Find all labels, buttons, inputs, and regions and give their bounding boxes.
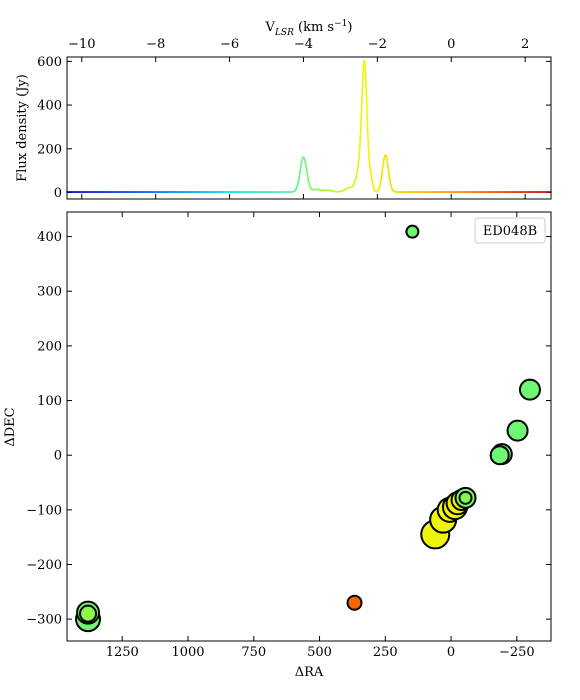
- map-x-tick-label: 250: [373, 645, 398, 660]
- legend-label: ED048B: [483, 224, 537, 239]
- spectrum-segment: [368, 158, 371, 168]
- spectrum-segment: [361, 67, 365, 84]
- spectrum-x-tick-label: −8: [146, 37, 165, 52]
- spectrum-segment: [358, 136, 362, 151]
- spectrum-segment: [367, 147, 371, 161]
- spectrum-ticks: −10 −8 −6 −4 −2 0 2 0 200 400 600: [37, 37, 551, 201]
- map-x-tick-label: 750: [241, 645, 266, 660]
- spectrum-x-tick-label: −2: [368, 37, 387, 52]
- spectrum-y-tick-label: 0: [54, 186, 62, 201]
- map-y-tick-label: 400: [37, 230, 62, 245]
- spectrum-x-tick-label: 0: [447, 37, 455, 52]
- maser-spot: [518, 378, 541, 401]
- spectrum-x-tick-label: −10: [68, 37, 95, 52]
- map-points: [75, 224, 541, 633]
- spectrum-segment: [359, 119, 362, 138]
- map-ticks: 1250 1000 750 500 250 0 −250 −300 −200 −100 0 100 20…: [26, 212, 551, 660]
- spectrum-y-tick-label: 200: [37, 142, 62, 157]
- map-x-tick-label: −250: [499, 645, 535, 660]
- spectrum-segment: [386, 163, 390, 171]
- map-x-axis-label: ΔRA: [295, 665, 324, 680]
- spectrum-x-tick-label: −4: [294, 37, 313, 52]
- map-y-tick-label: −100: [26, 503, 62, 518]
- map-y-tick-label: 100: [37, 394, 62, 409]
- spectrum-segment: [358, 148, 361, 160]
- spectrum-segment: [387, 168, 390, 176]
- spectrum-segment: [360, 101, 363, 122]
- spectrum-x-tick-label: −6: [220, 37, 239, 52]
- map-x-tick-label: 1250: [106, 645, 139, 660]
- spectrum-segment: [366, 110, 369, 133]
- legend: ED048B: [474, 217, 546, 244]
- spectrum-segment: [381, 163, 385, 171]
- spectrum-y-axis-label: Flux density (Jy): [15, 74, 30, 182]
- maser-spot: [79, 604, 98, 623]
- spectrum-segment: [386, 158, 389, 165]
- spectrum-line: [66, 59, 552, 193]
- spectrum-segment: [364, 71, 368, 92]
- map-panel: 1250 1000 750 500 250 0 −250 −300 −200 −100 0 100 20…: [3, 211, 552, 680]
- maser-spot: [346, 594, 363, 611]
- spectrum-segment: [388, 174, 391, 181]
- spectrum-segment: [356, 164, 359, 172]
- spectrum-segment: [380, 168, 384, 176]
- maser-spot: [458, 490, 473, 505]
- map-y-tick-label: 300: [37, 285, 62, 300]
- map-x-tick-label: 1000: [171, 645, 204, 660]
- spectrum-panel: −10 −8 −6 −4 −2 0 2 0 200 400 600 VLSR (km s−1) Fl…: [15, 19, 552, 201]
- spectrum-segment: [361, 82, 364, 103]
- map-y-tick-label: −200: [26, 558, 62, 573]
- spectrum-y-tick-label: 400: [37, 99, 62, 114]
- spectrum-segment: [366, 130, 370, 149]
- legend-box: [474, 217, 546, 244]
- spectrum-frame: [66, 56, 552, 200]
- maser-spot: [489, 445, 510, 466]
- map-y-tick-label: −300: [26, 613, 62, 628]
- spectrum-x-tick-label: 2: [521, 37, 529, 52]
- spectrum-segment: [357, 158, 360, 167]
- map-y-tick-label: 200: [37, 339, 62, 354]
- map-y-axis-label: ΔDEC: [3, 407, 18, 446]
- map-y-tick-label: 0: [54, 449, 62, 464]
- map-x-tick-label: 0: [447, 645, 455, 660]
- maser-spot: [506, 419, 529, 442]
- maser-spot: [405, 224, 420, 239]
- spectrum-y-tick-label: 600: [37, 55, 62, 70]
- spectrum-top-axis-label: VLSR (km s−1): [265, 19, 353, 38]
- spectrum-segment: [365, 89, 368, 113]
- map-frame: [66, 211, 552, 642]
- spectrum-segment: [382, 158, 385, 165]
- spectrum-segment: [380, 174, 383, 181]
- spectrum-segment: [369, 166, 372, 173]
- spectrum-segment: [363, 60, 367, 74]
- map-x-tick-label: 500: [307, 645, 332, 660]
